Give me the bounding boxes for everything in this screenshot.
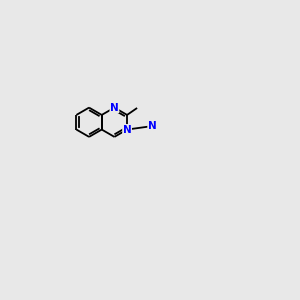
Text: N: N [110, 103, 119, 112]
Text: N: N [148, 121, 157, 131]
Text: N: N [123, 124, 131, 135]
